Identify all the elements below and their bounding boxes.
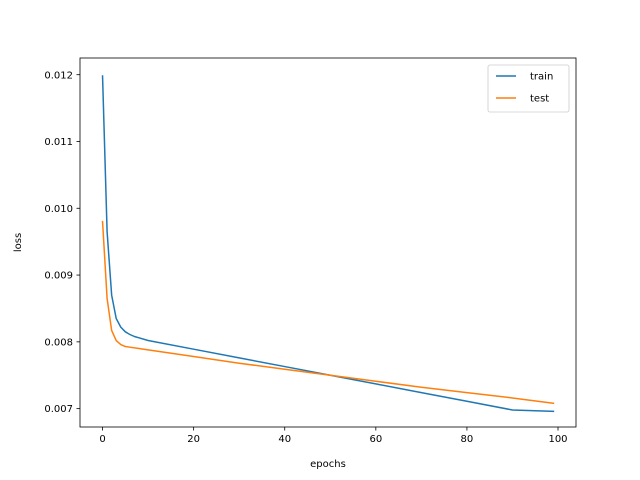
legend-box	[487, 64, 570, 113]
x-tick-label: 20	[187, 434, 200, 445]
series-line-test	[101, 220, 555, 405]
y-tick-label: 0.009	[44, 271, 73, 282]
legend-label-test: test	[530, 94, 549, 105]
x-tick-label: 80	[461, 434, 474, 445]
x-tick-label: 100	[548, 434, 567, 445]
plot-lines	[101, 75, 555, 413]
y-tick-label: 0.010	[44, 204, 73, 215]
x-tick-label: 0	[99, 434, 105, 445]
series-line-train	[101, 75, 555, 413]
y-tick-label: 0.008	[44, 337, 73, 348]
x-tick-label: 40	[278, 434, 291, 445]
y-tick-label: 0.007	[44, 404, 73, 415]
y-axis: 0.007 0.008 0.009 0.010 0.011 0.012	[44, 70, 80, 415]
y-tick-label: 0.012	[44, 70, 73, 81]
x-axis-label: epochs	[310, 459, 346, 470]
y-axis-label: loss	[13, 233, 24, 252]
y-tick-label: 0.011	[44, 137, 73, 148]
legend: train test	[487, 64, 570, 113]
legend-label-train: train	[530, 72, 553, 83]
x-tick-label: 60	[369, 434, 382, 445]
plot-area-frame	[79, 57, 577, 428]
x-axis: 0 20 40 60 80 100	[99, 427, 568, 445]
